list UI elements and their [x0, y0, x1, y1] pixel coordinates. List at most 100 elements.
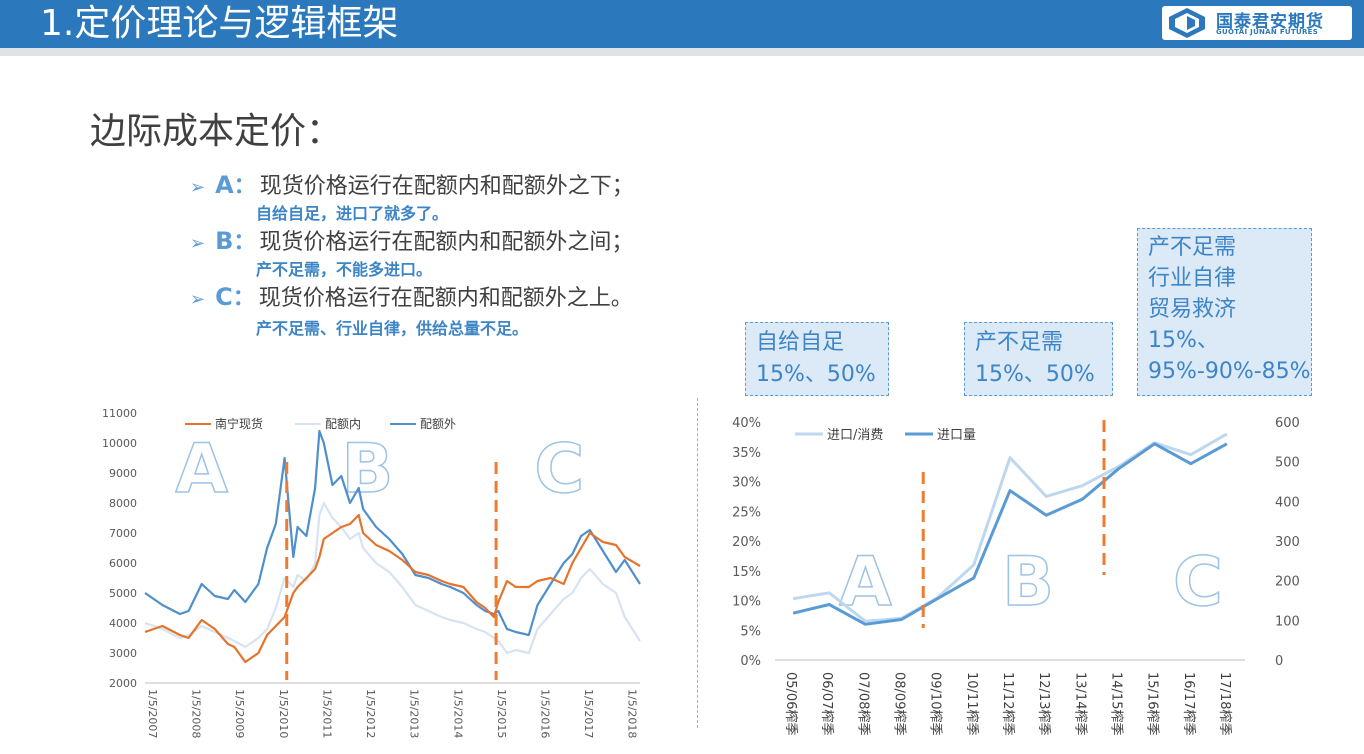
region-label: C [534, 430, 584, 509]
note-line: 自给自足 [756, 330, 845, 355]
region-label: B [342, 430, 394, 509]
import-chart: 40% 35% 30% 25% 20% 15% 10% 5% 0% 600 500 400 300 200… [732, 416, 1300, 735]
y-right-tick-label: 400 [1275, 495, 1300, 510]
note-line: 产不足需 [1148, 235, 1237, 260]
y-right-tick-label: 0 [1275, 654, 1283, 669]
series-line [144, 513, 641, 664]
note-line: 15%、50% [975, 362, 1095, 387]
x-category-label: 14/15榨季 [1108, 672, 1124, 735]
x-category-label: 12/13榨季 [1036, 672, 1052, 735]
bullet-colon: ： [233, 174, 256, 199]
logo-hexagon-icon [1169, 8, 1205, 38]
y-tick-label: 11000 [102, 407, 137, 420]
company-logo: 国泰君安期货 GUOTAI JUNAN FUTURES [1162, 6, 1352, 40]
note-line: 15%、50% [756, 362, 876, 387]
bullet-a: ➢ A： 现货价格运行在配额内和配额外之下； [190, 168, 634, 200]
region-label: A [175, 430, 228, 509]
note-line: 贸易救济 [1148, 297, 1237, 322]
x-category-label: 17/18榨季 [1217, 672, 1233, 735]
y-right-tick-label: 300 [1275, 535, 1300, 550]
x-tick-label: 1/5/2016 [539, 689, 552, 738]
bullet-colon: ： [232, 286, 255, 311]
note-box-b: 产不足需 15%、50% [964, 322, 1113, 396]
region-label: A [839, 543, 892, 622]
y-tick-label: 6000 [109, 557, 137, 570]
price-chart: 11000 10000 9000 8000 7000 6000 5000 4000 3000 20… [102, 407, 641, 738]
y-left-tick-label: 15% [732, 565, 761, 580]
y-right-tick-label: 500 [1275, 456, 1300, 471]
bullet-a-sub: 自给自足，进口了就多了。 [256, 204, 449, 223]
bullet-text: 现货价格运行在配额内和配额外之上。 [258, 286, 633, 311]
legend-label: 进口/消费 [827, 428, 883, 443]
logo-text-en: GUOTAI JUNAN FUTURES [1216, 28, 1319, 36]
bullet-colon: ： [233, 230, 256, 255]
bullet-c: ➢ C： 现货价格运行在配额内和配额外之上。 [190, 280, 633, 312]
bullet-text: 现货价格运行在配额内和配额外之间； [259, 230, 634, 255]
x-tick-label: 1/5/2015 [495, 689, 508, 738]
bullet-letter: C [215, 283, 233, 311]
x-category-label: 13/14榨季 [1072, 672, 1088, 735]
y-tick-label: 5000 [109, 587, 137, 600]
region-label: B [1002, 543, 1054, 622]
bullet-letter: A [215, 171, 234, 199]
y-tick-label: 10000 [102, 437, 137, 450]
x-category-label: 16/17榨季 [1181, 672, 1197, 735]
header-divider [0, 48, 1364, 56]
arrow-bullet-icon: ➢ [190, 289, 206, 310]
y-right-tick-label: 200 [1275, 575, 1300, 590]
x-tick-label: 1/5/2014 [451, 689, 464, 738]
legend-label: 南宁现货 [215, 416, 263, 431]
x-tick-label: 1/5/2012 [364, 689, 377, 738]
y-left-tick-label: 40% [732, 416, 761, 431]
y-tick-label: 9000 [109, 467, 137, 480]
logo-text-cn: 国泰君安期货 [1216, 12, 1324, 32]
x-category-label: 10/11榨季 [964, 672, 980, 735]
bullet-b-sub: 产不足需，不能多进口。 [256, 260, 433, 279]
note-line: 行业自律 [1148, 266, 1237, 291]
x-tick-label: 1/5/2018 [626, 689, 639, 738]
x-tick-label: 1/5/2011 [320, 689, 333, 738]
x-tick-label: 1/5/2017 [582, 689, 595, 738]
note-line: 产不足需 [975, 330, 1064, 355]
y-tick-label: 8000 [109, 497, 137, 510]
y-left-tick-label: 35% [732, 446, 761, 461]
section-heading: 边际成本定价： [90, 111, 343, 152]
y-left-tick-label: 5% [740, 624, 761, 639]
header-bar: 1.定价理论与逻辑框架 国泰君安期货 GUOTAI JUNAN FUTURES [0, 0, 1364, 48]
x-category-label: 15/16榨季 [1145, 672, 1161, 735]
bullet-c-sub: 产不足需、行业自律，供给总量不足。 [256, 319, 529, 338]
page-title: 1.定价理论与逻辑框架 [40, 3, 399, 44]
region-label: C [1173, 543, 1223, 622]
series-line-volume [792, 442, 1228, 626]
y-tick-label: 7000 [109, 527, 137, 540]
x-tick-label: 1/5/2007 [146, 689, 159, 738]
x-tick-label: 1/5/2009 [233, 689, 246, 738]
arrow-bullet-icon: ➢ [190, 177, 206, 198]
y-left-tick-label: 30% [732, 476, 761, 491]
y-right-tick-label: 100 [1275, 614, 1300, 629]
arrow-bullet-icon: ➢ [190, 233, 206, 254]
y-tick-label: 2000 [109, 677, 137, 690]
y-right-tick-label: 600 [1275, 416, 1300, 431]
y-left-tick-label: 20% [732, 535, 761, 550]
x-category-label: 11/12榨季 [1000, 672, 1016, 735]
chart-divider [697, 398, 698, 728]
x-category-label: 07/08榨季 [855, 672, 871, 735]
bullet-text: 现货价格运行在配额内和配额外之下； [259, 174, 634, 199]
x-category-label: 05/06榨季 [783, 672, 799, 735]
legend-label: 配额外 [420, 417, 456, 431]
y-tick-label: 3000 [109, 647, 137, 660]
note-box-a: 自给自足 15%、50% [745, 322, 889, 396]
legend-label: 配额内 [325, 417, 361, 431]
bullet-letter: B [215, 227, 234, 255]
series-line [144, 429, 641, 637]
note-box-c: 产不足需 行业自律 贸易救济 15%、 95%-90%-85% [1137, 228, 1312, 396]
x-category-label: 09/10榨季 [928, 672, 944, 735]
x-tick-label: 1/5/2008 [190, 689, 203, 738]
x-category-label: 06/07榨季 [819, 672, 835, 735]
legend-label: 进口量 [937, 428, 976, 443]
y-tick-label: 4000 [109, 617, 137, 630]
note-line: 15%、 [1148, 328, 1219, 353]
bullet-b: ➢ B： 现货价格运行在配额内和配额外之间； [190, 224, 633, 256]
x-category-label: 08/09榨季 [892, 672, 908, 735]
